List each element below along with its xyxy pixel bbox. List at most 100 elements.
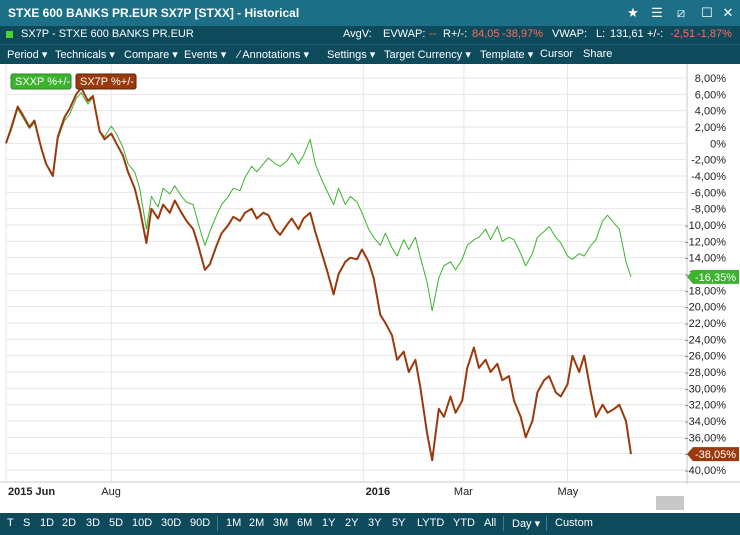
period-lytd[interactable]: LYTD [417,517,445,529]
x-tick-label: 2015 Jun [8,486,55,498]
avgv-label: AvgV: [343,28,372,40]
legend-label: SX7P %+/- [80,76,134,88]
y-tick-label: -28,00% [685,367,726,379]
chart-area[interactable]: 8,00% 6,00% 4,00% 2,00% 0% -2,00% -4,00% -6,00%… [0,64,740,514]
period-2d[interactable]: 2D [62,517,77,529]
change-label: +/-: [647,28,664,40]
menu-settings[interactable]: Settings ▾ [327,49,376,61]
x-tick-label: Mar [454,486,473,498]
change-value: -2,51 [670,28,696,40]
window-title: STXE 600 BANKS PR.EUR SX7P [STXX] - Hist… [8,6,300,20]
period-2y[interactable]: 2Y [345,517,359,529]
sx7p-line [5,86,632,462]
y-tick-label: -26,00% [685,351,726,363]
y-tick-label: 8,00% [695,73,726,85]
period-all[interactable]: All [484,517,497,529]
sxxp-line [5,92,632,312]
period-1d[interactable]: 1D [40,517,55,529]
rpm-value: 84,05 [472,28,500,40]
y-tick-label: -14,00% [685,253,726,265]
menu-cursor[interactable]: Cursor [540,48,574,60]
period-separator [546,516,547,531]
pencil-icon: ∕ [238,49,240,61]
chart-grid [5,64,686,482]
star-icon[interactable]: ★ [627,5,639,20]
x-tick-label: 2016 [366,486,390,498]
menu-share[interactable]: Share [583,48,613,60]
period-bar: T S 1D 2D 3D 5D 10D 30D 90D 1M 2M 3M 6M … [0,513,740,535]
period-separator [503,516,504,531]
x-tick-label: Aug [101,486,121,498]
menu-compare[interactable]: Compare ▾ [124,49,178,61]
maximize-icon[interactable]: ☐ [701,5,713,20]
y-tick-label: -12,00% [685,236,726,248]
menu-template[interactable]: Template ▾ [480,49,534,61]
interval-select[interactable]: Day ▾ [512,518,541,530]
y-tick-label: -8,00% [691,204,726,216]
period-t[interactable]: T [7,517,14,529]
y-tick-label: -36,00% [685,432,726,444]
x-tick-label: May [558,486,579,498]
menu-icon[interactable]: ☰ [651,5,663,20]
evwap-label: EVWAP: [383,28,426,40]
y-tick-label: -40,00% [685,465,726,477]
period-3m[interactable]: 3M [273,517,289,529]
y-tick-label: -20,00% [685,302,726,314]
close-icon[interactable]: ✕ [722,5,734,20]
period-5y[interactable]: 5Y [392,517,406,529]
menu-annotations[interactable]: ∕ Annotations ▾ [238,49,309,61]
y-tick-label: 2,00% [695,122,726,134]
custom-range-button[interactable]: Custom [555,517,593,529]
rpm-pct: -38,97% [502,28,543,40]
rpm-label: R+/-: [443,28,468,40]
last-value-labels: -16,35% -38,05% [687,269,739,462]
change-pct: -1,87% [697,28,732,40]
legend-item-sx7p[interactable] [75,73,137,90]
period-10d[interactable]: 10D [132,517,153,529]
period-3d[interactable]: 3D [86,517,101,529]
y-tick-label: -22,00% [685,318,726,330]
last-value-label: -38,05% [695,449,736,461]
series-lines [5,86,632,462]
period-ytd[interactable]: YTD [453,517,475,529]
last-value-flag [687,447,739,462]
y-tick-label: -24,00% [685,334,726,346]
last-value: 131,61 [610,28,644,40]
y-tick-label: -4,00% [691,171,726,183]
period-90d[interactable]: 90D [190,517,211,529]
y-axis: 8,00% 6,00% 4,00% 2,00% 0% -2,00% -4,00% -6,00%… [685,64,726,484]
symbol-color-icon [6,31,13,38]
period-1m[interactable]: 1M [226,517,242,529]
period-3y[interactable]: 3Y [368,517,382,529]
y-tick-label: -34,00% [685,416,726,428]
y-tick-label: -6,00% [691,187,726,199]
x-axis: 2015 Jun Aug 2016 Mar May [0,481,740,498]
period-30d[interactable]: 30D [161,517,182,529]
period-1y[interactable]: 1Y [322,517,336,529]
timeline-scroll-handle[interactable] [656,496,684,510]
period-s[interactable]: S [23,517,31,529]
menu-target-currency[interactable]: Target Currency ▾ [384,49,471,61]
y-tick-label: 0% [710,138,726,150]
y-tick-label: 6,00% [695,89,726,101]
period-separator [217,516,218,531]
vwap-label: VWAP: [552,28,588,40]
y-tick-label: -32,00% [685,400,726,412]
unlink-icon[interactable]: ⧄ [676,5,686,20]
menu-events[interactable]: Events ▾ [184,49,227,61]
price-chart[interactable]: 8,00% 6,00% 4,00% 2,00% 0% -2,00% -4,00% -6,00%… [0,64,740,514]
legend: SXXP %+/- SX7P %+/- [10,73,137,90]
period-2m[interactable]: 2M [249,517,265,529]
title-bar: STXE 600 BANKS PR.EUR SX7P [STXX] - Hist… [0,0,740,26]
legend-item-sxxp[interactable] [10,73,72,90]
menu-period[interactable]: Period ▾ [7,49,48,61]
quote-info-bar: SX7P - STXE 600 BANKS PR.EUR AvgV: EVWAP… [0,26,740,44]
period-6m[interactable]: 6M [297,517,313,529]
y-tick-label: -2,00% [691,155,726,167]
period-5d[interactable]: 5D [109,517,124,529]
y-tick-label: -18,00% [685,285,726,297]
y-tick-label: -10,00% [685,220,726,232]
symbol-name: SX7P - STXE 600 BANKS PR.EUR [21,28,194,40]
menu-technicals[interactable]: Technicals ▾ [55,49,115,61]
last-value-flag [687,269,739,284]
